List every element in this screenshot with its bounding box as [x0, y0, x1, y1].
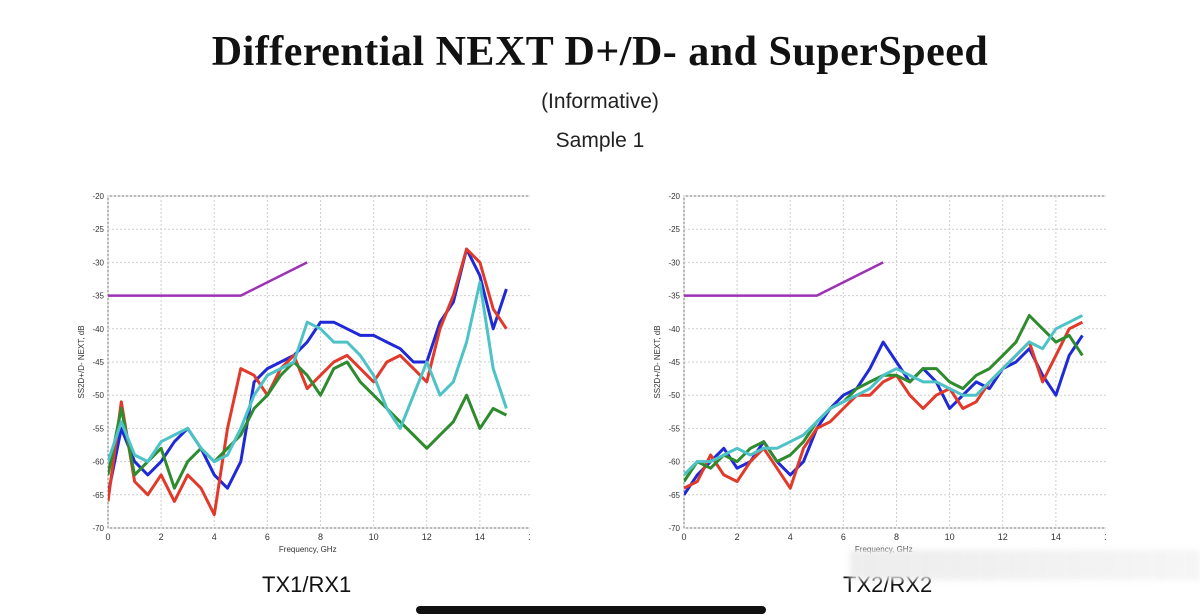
y-tick-label: -20	[92, 192, 104, 201]
x-tick-label: 6	[841, 532, 846, 542]
y-tick-label: -50	[92, 391, 104, 400]
chart-tx1-rx1: 0 2 4 6 8 10 12 14 16 -20 -25 -30 -35 -40 -45 -50 -55 -60…	[77, 192, 530, 554]
x-tick-label: 0	[681, 532, 686, 542]
y-tick-label: -70	[668, 524, 680, 533]
x-tick-label: 0	[105, 532, 110, 542]
x-tick-label: 4	[212, 532, 217, 542]
x-tick-label: 10	[369, 532, 379, 542]
series-line	[684, 314, 1084, 476]
limit-line	[684, 261, 884, 297]
y-tick-label: -60	[92, 458, 104, 467]
y-tick-label: -20	[668, 192, 680, 201]
x-tick-label: 14	[475, 532, 485, 542]
y-tick-label: -50	[668, 391, 680, 400]
x-tick-label: 4	[788, 532, 793, 542]
y-tick-label: -45	[668, 358, 680, 367]
y-tick-label: -40	[668, 325, 680, 334]
y-tick-label: -60	[668, 458, 680, 467]
x-tick-label: 14	[1051, 532, 1061, 542]
x-tick-label: 8	[894, 532, 899, 542]
page-title: Differential NEXT D+/D- and SuperSpeed	[211, 29, 989, 75]
x-tick-label: 10	[945, 532, 955, 542]
y-tick-label: -55	[668, 424, 680, 433]
y-tick-label: -25	[668, 225, 680, 234]
chart-caption-tx1-rx1: TX1/RX1	[262, 572, 352, 597]
y-tick-label: -40	[92, 325, 104, 334]
x-tick-label: 6	[265, 532, 270, 542]
x-tick-label: 2	[735, 532, 740, 542]
series-line	[108, 247, 508, 496]
y-axis-label: SS2D+/D- NEXT, dB	[653, 325, 662, 398]
y-tick-label: -35	[92, 292, 104, 301]
series-line	[108, 280, 508, 464]
home-indicator-bar[interactable]	[416, 606, 766, 614]
x-tick-label: 12	[998, 532, 1008, 542]
page-subtitle: (Informative)	[541, 90, 659, 113]
series-line	[108, 247, 508, 517]
x-axis-label: Frequency, GHz	[279, 545, 337, 554]
y-tick-label: -70	[92, 524, 104, 533]
x-tick-label: 12	[422, 532, 432, 542]
y-tick-label: -65	[668, 491, 680, 500]
y-tick-label: -25	[92, 225, 104, 234]
limit-line	[108, 261, 308, 297]
x-tick-label: 16	[1104, 532, 1106, 542]
x-tick-label: 8	[318, 532, 323, 542]
y-tick-label: -65	[92, 491, 104, 500]
y-tick-label: -55	[92, 424, 104, 433]
y-tick-label: -30	[92, 258, 104, 267]
y-tick-label: -35	[668, 292, 680, 301]
y-axis-label: SS2D+/D- NEXT, dB	[77, 325, 86, 398]
x-tick-label: 2	[159, 532, 164, 542]
x-tick-label: 16	[528, 532, 530, 542]
chart-tx2-rx2: 0 2 4 6 8 10 12 14 16 -20 -25 -30 -35 -40 -45 -50 -55 -60…	[653, 192, 1106, 554]
sample-label: Sample 1	[555, 129, 645, 152]
y-tick-label: -30	[668, 258, 680, 267]
x-axis-label: Frequency, GHz	[855, 545, 913, 554]
series-line	[108, 360, 508, 490]
y-tick-label: -45	[92, 358, 104, 367]
watermark-overlay	[850, 550, 1200, 580]
